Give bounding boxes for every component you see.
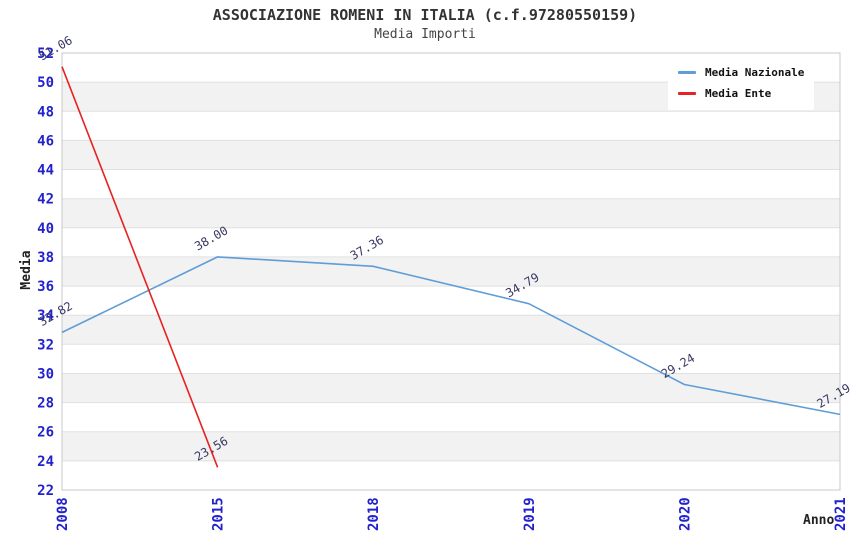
legend: Media Nazionale Media Ente — [668, 56, 815, 110]
legend-label-media-nazionale: Media Nazionale — [705, 66, 805, 79]
x-tick-label: 2008 — [55, 497, 71, 531]
y-tick-label: 32 — [37, 337, 54, 353]
y-tick-label: 26 — [37, 425, 54, 441]
grid-band — [62, 140, 840, 170]
y-tick-label: 46 — [37, 133, 54, 149]
grid-band — [62, 256, 840, 286]
x-tick-label: 2020 — [677, 497, 693, 531]
chart-title: ASSOCIAZIONE ROMENI IN ITALIA (c.f.97280… — [212, 6, 638, 24]
y-tick-label: 50 — [37, 75, 54, 91]
x-tick-label: 2015 — [211, 497, 227, 531]
chart-subtitle: Media Importi — [374, 27, 476, 42]
y-tick-label: 22 — [37, 483, 54, 499]
legend-item-media-nazionale[interactable]: Media Nazionale — [678, 62, 804, 83]
grid-band — [62, 315, 840, 345]
y-tick-label: 42 — [37, 192, 54, 208]
series-line-media-nazionale[interactable] — [61, 256, 841, 416]
y-tick-label: 40 — [37, 221, 54, 237]
y-tick-label: 24 — [37, 454, 54, 470]
x-tick-label: 2018 — [366, 497, 382, 531]
y-tick-label: 44 — [37, 163, 54, 179]
series-line-media-ente[interactable] — [61, 66, 219, 468]
y-axis-title: Media — [19, 250, 34, 290]
legend-label-media-ente: Media Ente — [705, 87, 772, 100]
x-tick-label: 2021 — [833, 497, 849, 531]
grid-band — [62, 431, 840, 461]
x-tick-label: 2019 — [522, 497, 538, 531]
y-tick-label: 38 — [37, 250, 54, 266]
y-tick-label: 36 — [37, 279, 54, 295]
y-tick-label: 52 — [37, 46, 54, 62]
plot-border — [61, 52, 841, 491]
legend-item-media-ente[interactable]: Media Ente — [678, 83, 804, 104]
grid-band — [62, 198, 840, 228]
y-tick-label: 30 — [37, 367, 54, 383]
y-tick-label: 28 — [37, 396, 54, 412]
y-tick-label: 48 — [37, 104, 54, 120]
y-tick-label: 34 — [37, 308, 54, 324]
legend-swatch-media-nazionale — [678, 71, 696, 74]
x-axis-title: Anno — [803, 513, 835, 528]
grid-band — [62, 373, 840, 403]
legend-swatch-media-ente — [678, 92, 696, 95]
